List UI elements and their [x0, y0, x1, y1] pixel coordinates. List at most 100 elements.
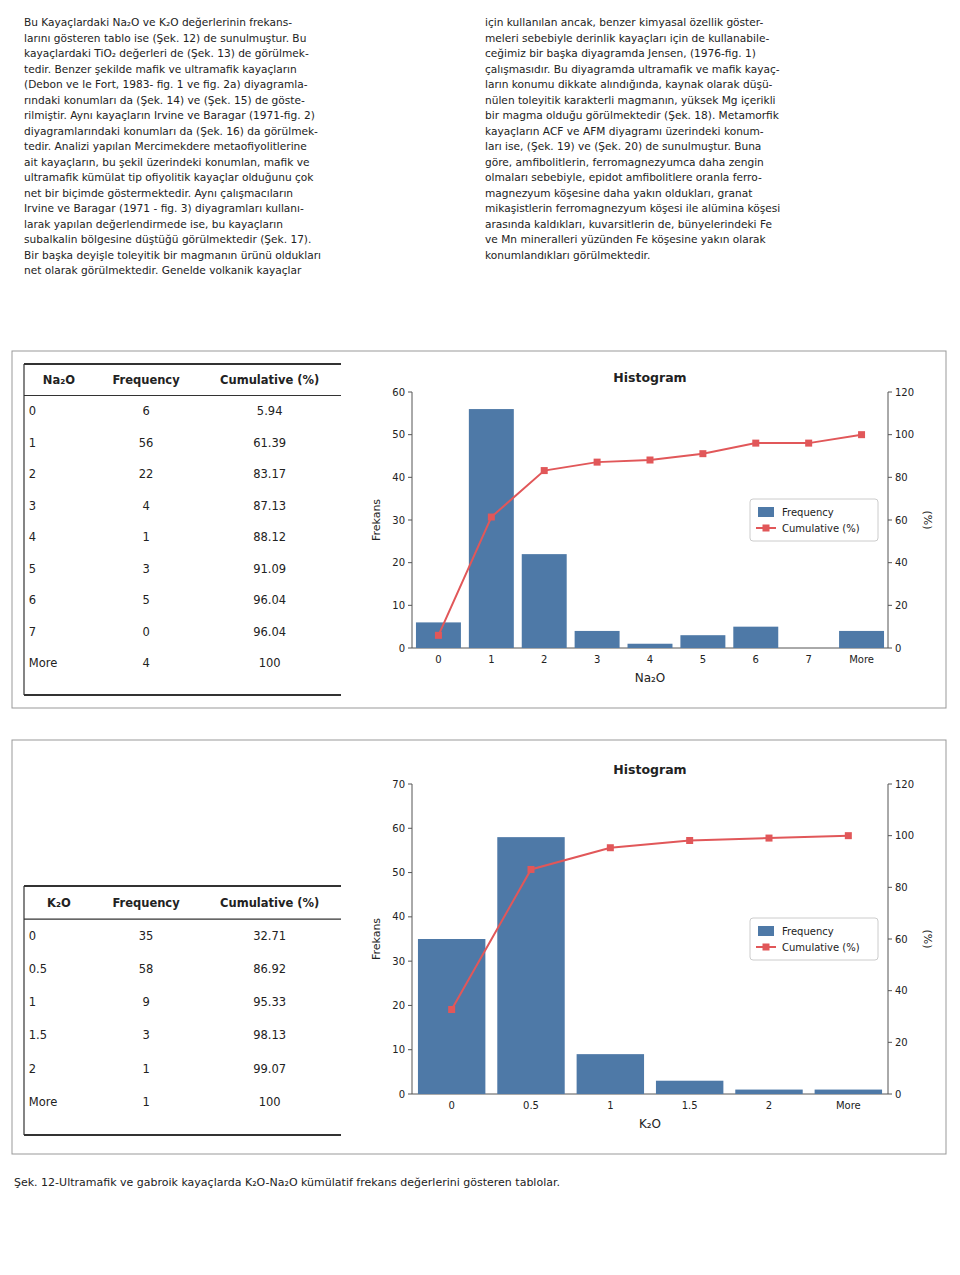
y-axis-line	[412, 784, 413, 1094]
table-cell: 22	[139, 467, 154, 481]
table-cell: 5.94	[257, 404, 283, 418]
y2-tick	[888, 605, 892, 606]
table-cell: 2	[29, 1062, 36, 1076]
table-cell: 1	[29, 995, 36, 1009]
table-cell: 96.04	[253, 593, 286, 607]
text-line: magnezyum köşesine daha yakın oldukları,…	[485, 187, 752, 199]
legend-label: Cumulative (%)	[782, 942, 860, 953]
text-line: için kullanılan ancak, benzer kimyasal ö…	[485, 16, 763, 28]
text-line: olmaları sebebiyle, epidot amfibolitlere…	[485, 171, 762, 183]
y-axis-title: Frekans	[370, 918, 383, 960]
table-cell: 1	[142, 1062, 149, 1076]
text-line: net bir biçimde göstermektedir. Aynı çal…	[24, 187, 293, 199]
table-cell: 5	[29, 562, 36, 576]
y-tick-label: 60	[392, 823, 405, 834]
table-rule	[23, 364, 24, 695]
bar	[628, 644, 673, 648]
table-cell: 96.04	[253, 625, 286, 639]
text-line: larını gösteren tablo ise (Şek. 12) de s…	[24, 32, 306, 44]
y-tick	[408, 1049, 412, 1050]
table-cell: 98.13	[253, 1028, 286, 1042]
y-tick-label: 10	[392, 600, 405, 611]
table-cell: 4	[29, 530, 36, 544]
section-box	[12, 351, 946, 708]
y-tick-label: 50	[392, 867, 405, 878]
y2-tick-label: 80	[895, 882, 908, 893]
y-tick	[408, 392, 412, 393]
section-box	[12, 740, 946, 1154]
table-cell: 86.92	[253, 962, 286, 976]
y2-tick-label: 40	[895, 557, 908, 568]
y-tick-label: 30	[392, 515, 405, 526]
y-tick-label: 50	[392, 429, 405, 440]
y-tick	[408, 1094, 412, 1095]
line-marker	[528, 866, 535, 873]
table-cell: 1	[142, 530, 149, 544]
y2-tick-label: 0	[895, 1089, 901, 1100]
table-cell: 95.33	[253, 995, 286, 1009]
table-cell: 2	[29, 467, 36, 481]
y2-tick	[888, 477, 892, 478]
text-line: Bir başka deyişle toleyitik bir magmanın…	[24, 249, 321, 261]
y-axis-title: Frekans	[370, 499, 383, 541]
text-line: tedir. Analizi yapılan Mercimekdere meta…	[24, 140, 307, 152]
y-tick	[408, 520, 412, 521]
table-cell: 88.12	[253, 530, 286, 544]
y2-tick	[888, 648, 892, 649]
table-cell: 5	[142, 593, 149, 607]
line-marker	[448, 1006, 455, 1013]
text-line: nülen toleyitik karakterli magmanın, yük…	[485, 94, 776, 106]
x-axis-title: K₂O	[639, 1117, 661, 1131]
y2-tick	[888, 784, 892, 785]
y2-tick-label: 40	[895, 985, 908, 996]
chart-title: Histogram	[613, 370, 686, 385]
table-cell: 0	[29, 929, 36, 943]
legend-box	[750, 918, 878, 960]
y2-tick-label: 60	[895, 934, 908, 945]
line-marker	[647, 457, 654, 464]
y2-tick	[888, 392, 892, 393]
bar	[522, 554, 567, 648]
table-rule	[24, 919, 341, 920]
table: K₂OFrequencyCumulative (%)03532.710.5588…	[24, 886, 341, 1135]
y2-tick-label: 80	[895, 472, 908, 483]
table-cell: 0	[142, 625, 149, 639]
text-line: tedir. Benzer şekilde mafik ve ultramafi…	[24, 63, 297, 75]
table-header: Cumulative (%)	[220, 896, 319, 910]
line-marker	[845, 832, 852, 839]
text-line: rilmiştir. Aynı kayaçların Irvine ve Bar…	[24, 109, 315, 121]
x-tick-label: 6	[753, 654, 759, 665]
legend: FrequencyCumulative (%)	[750, 499, 878, 541]
x-tick-label: 0	[448, 1100, 454, 1111]
line-marker	[686, 837, 693, 844]
bar	[577, 1054, 644, 1094]
text-line: subalkalin bölgesine düştüğü görülmekted…	[24, 233, 311, 245]
x-tick-label: More	[836, 1100, 861, 1111]
text-line: çalışmasıdır. Bu diyagramda ultramafik v…	[485, 63, 780, 75]
y-tick-label: 20	[392, 1000, 405, 1011]
y-tick-label: 0	[399, 1089, 405, 1100]
y2-tick-label: 20	[895, 1037, 908, 1048]
text-line: rındaki konumları da (Şek. 14) ve (Şek. …	[24, 94, 305, 106]
text-line: mikaşistlerin ferromagnezyum köşesi ile …	[485, 202, 780, 214]
text-line: Irvine ve Baragar (1971 - fig. 3) diyagr…	[24, 202, 304, 214]
y2-axis-title: (%)	[921, 510, 934, 529]
text-line: net olarak görülmektedir. Genelde volkan…	[24, 264, 302, 276]
text-line: kayaçlardaki TiO₂ değerleri de (Şek. 13)…	[24, 47, 309, 59]
bar	[733, 627, 778, 648]
y-tick-label: 20	[392, 557, 405, 568]
legend-box	[750, 499, 878, 541]
text-line: diyagramlarındaki konumları da (Şek. 16)…	[24, 125, 318, 137]
line-marker	[435, 632, 442, 639]
bar	[418, 939, 485, 1094]
y2-tick-label: 20	[895, 600, 908, 611]
bar	[735, 1090, 802, 1094]
text-line: ların konumu dikkate alındığında, kaynak…	[485, 78, 773, 90]
text-line: ultramafik kümülat tip ofiyolitik kayaçl…	[24, 171, 314, 183]
text-line: meleri sebebiyle derinlik kayaçları için…	[485, 32, 769, 44]
legend-label: Cumulative (%)	[782, 523, 860, 534]
text-line: larak yapılan değerlendirmede ise, bu ka…	[24, 218, 283, 230]
table-cell: 3	[29, 499, 36, 513]
bar	[656, 1081, 723, 1094]
table-cell: 3	[142, 562, 149, 576]
